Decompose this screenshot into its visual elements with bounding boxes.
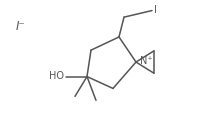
Text: I⁻: I⁻ [16, 20, 26, 33]
Text: I: I [154, 5, 157, 15]
Text: HO: HO [49, 71, 64, 81]
Text: N⁺: N⁺ [140, 56, 152, 66]
